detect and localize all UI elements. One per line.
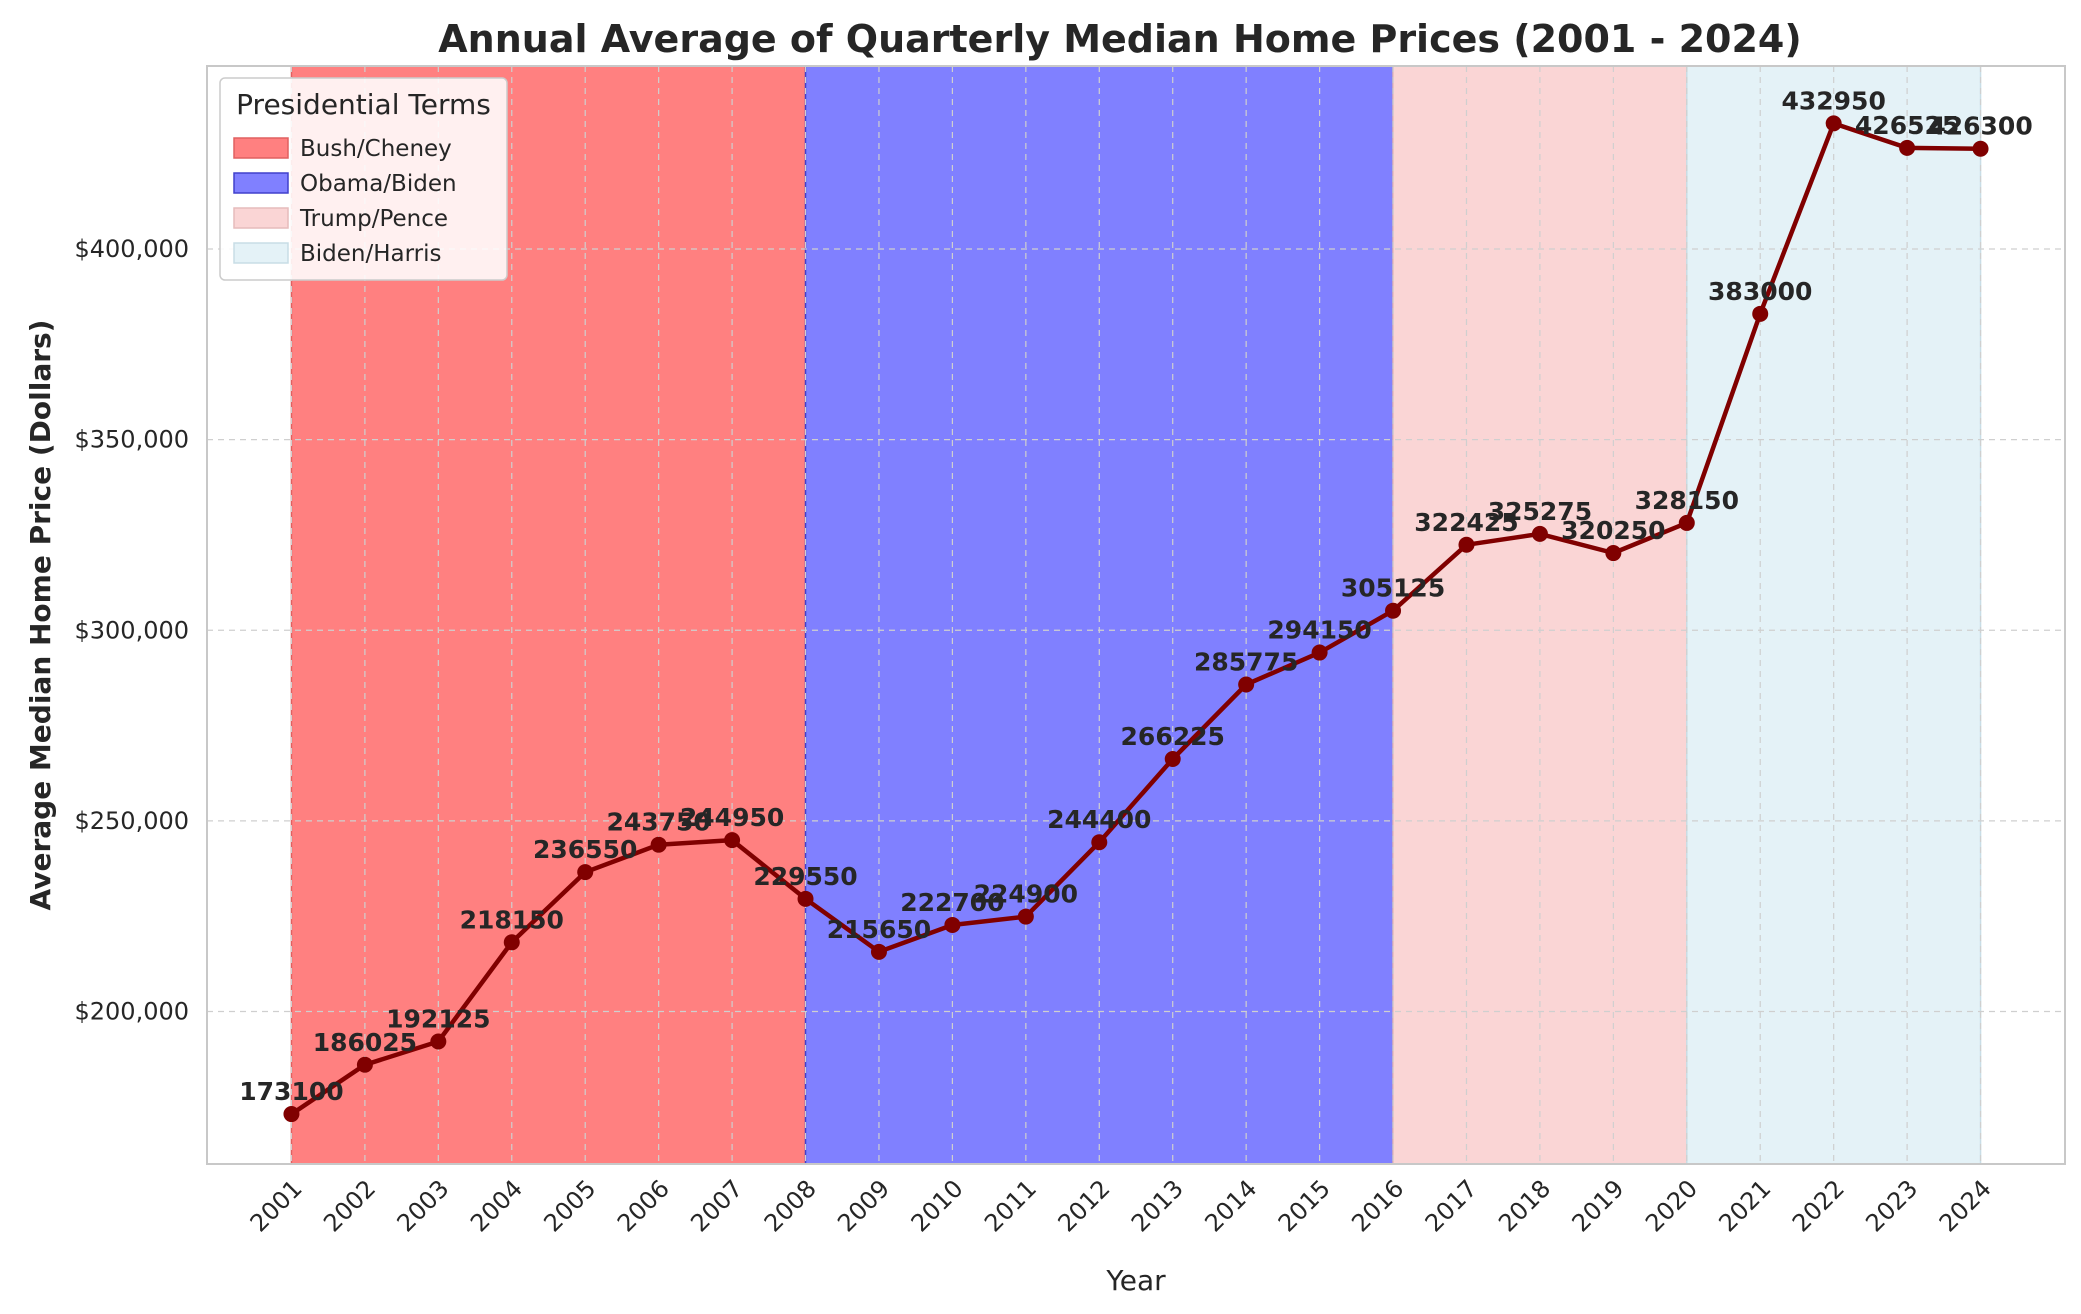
data-point-2015 [1311,644,1328,661]
data-label-2018: 325275 [1488,497,1592,526]
data-point-2007 [724,832,741,849]
chart-title: Annual Average of Quarterly Median Home … [438,17,1801,61]
data-label-2009: 215650 [827,915,931,944]
data-point-2019 [1605,545,1622,562]
data-point-2017 [1458,536,1475,553]
plot-frame [206,65,2066,1165]
data-point-2024 [1972,140,1989,157]
x-tick-label-2012: 2012 [1053,1174,1116,1237]
data-point-2001 [283,1106,300,1123]
data-point-2005 [577,864,594,881]
legend-swatch-3 [233,242,289,264]
data-point-2012 [1091,834,1108,851]
data-label-2022: 432950 [1781,86,1885,115]
x-tick-label-2019: 2019 [1567,1174,1630,1237]
x-tick-label-2017: 2017 [1420,1174,1483,1237]
data-point-2013 [1164,751,1181,768]
x-tick-label-2016: 2016 [1346,1174,1409,1237]
x-tick-label-2004: 2004 [465,1174,528,1237]
data-label-2004: 218150 [460,905,564,934]
x-tick-label-2009: 2009 [832,1174,895,1237]
data-point-2022 [1825,115,1842,132]
data-label-2010: 222700 [900,888,1004,917]
x-tick-label-2010: 2010 [906,1174,969,1237]
x-tick-label-2021: 2021 [1713,1174,1776,1237]
x-tick-label-2020: 2020 [1640,1174,1703,1237]
data-point-2023 [1899,139,1916,156]
data-label-2006: 243750 [606,808,710,837]
data-label-2023: 426525 [1855,111,1959,140]
legend-swatch-2 [233,207,289,229]
data-label-2015: 294150 [1267,616,1371,645]
legend-label-0: Bush/Cheney [300,136,452,162]
x-tick-label-2022: 2022 [1787,1174,1850,1237]
x-tick-label-2023: 2023 [1860,1174,1923,1237]
term-span-2 [1392,65,1688,1165]
data-point-2010 [944,916,961,933]
data-label-2007: 244950 [680,803,784,832]
data-label-2008: 229550 [753,862,857,891]
x-tick-label-2015: 2015 [1273,1174,1336,1237]
x-tick-label-2018: 2018 [1493,1174,1556,1237]
x-tick-label-2008: 2008 [759,1174,822,1237]
y-tick-label-1: $250,000 [74,807,189,835]
data-point-2016 [1385,602,1402,619]
x-tick-label-2001: 2001 [245,1174,308,1237]
x-tick-label-2002: 2002 [318,1174,381,1237]
x-tick-label-2003: 2003 [392,1174,455,1237]
data-label-2016: 305125 [1341,574,1445,603]
data-point-2008 [797,890,814,907]
data-point-2021 [1752,305,1769,322]
x-tick-label-2013: 2013 [1126,1174,1189,1237]
legend-swatch-0 [233,137,289,159]
y-tick-label-2: $300,000 [74,616,189,644]
data-label-2002: 186025 [313,1028,417,1057]
y-axis-label: Average Median Home Price (Dollars) [24,320,57,911]
y-tick-label-0: $200,000 [74,998,189,1026]
x-tick-label-2024: 2024 [1934,1174,1997,1237]
series-line [290,121,1981,1116]
data-point-2004 [503,934,520,951]
data-label-2014: 285775 [1194,647,1298,676]
data-point-2003 [430,1033,447,1050]
data-label-2020: 328150 [1635,486,1739,515]
legend-box [219,77,508,281]
legend-swatch-1 [233,172,289,194]
legend-label-2: Trump/Pence [299,206,448,232]
legend-title: Presidential Terms [236,88,491,121]
data-point-2011 [1017,908,1034,925]
x-tick-label-2006: 2006 [612,1174,675,1237]
data-point-2014 [1238,676,1255,693]
y-tick-label-4: $400,000 [74,235,189,263]
x-tick-label-2007: 2007 [685,1174,748,1237]
data-label-2019: 320250 [1561,516,1665,545]
data-label-2017: 322425 [1414,508,1518,537]
data-label-2005: 236550 [533,835,637,864]
data-label-2003: 192125 [386,1005,490,1034]
x-tick-label-2005: 2005 [538,1174,601,1237]
data-label-2021: 383000 [1708,277,1812,306]
term-span-3 [1686,65,1982,1165]
data-label-2012: 244400 [1047,805,1151,834]
data-point-2002 [356,1056,373,1073]
x-tick-label-2014: 2014 [1199,1174,1262,1237]
x-axis-label: Year [1105,1264,1166,1297]
data-point-2009 [870,943,887,960]
data-point-2020 [1678,514,1695,531]
y-tick-label-3: $350,000 [74,426,189,454]
data-label-2001: 173100 [239,1077,343,1106]
legend-label-1: Obama/Biden [300,171,457,197]
legend: Presidential Terms Bush/Cheney Obama/Biden… [219,77,508,281]
legend-label-3: Biden/Harris [300,241,442,267]
data-label-2011: 224900 [974,880,1078,909]
x-tick-label-2011: 2011 [979,1174,1042,1237]
data-point-2018 [1531,525,1548,542]
data-label-2013: 266225 [1121,722,1225,751]
data-label-2024: 426300 [1928,112,2032,141]
data-point-2006 [650,836,667,853]
